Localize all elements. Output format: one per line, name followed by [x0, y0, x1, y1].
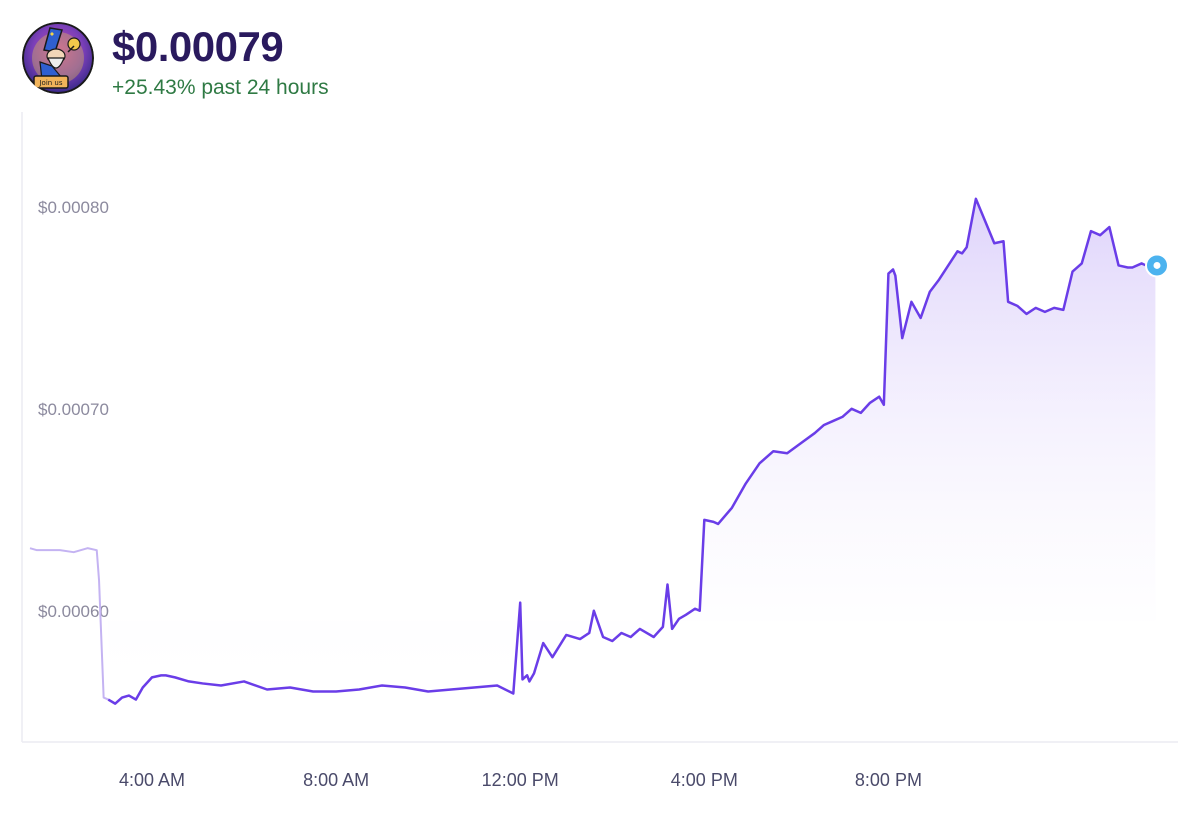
wizard-avatar-icon[interactable]: Join us [22, 22, 94, 94]
x-tick-label: 4:00 AM [119, 770, 185, 790]
x-tick-label: 12:00 PM [482, 770, 559, 790]
price-line-faded [29, 547, 109, 701]
y-tick-label: $0.00070 [38, 400, 109, 419]
x-tick-label: 8:00 PM [855, 770, 922, 790]
svg-text:Join us: Join us [38, 79, 62, 87]
x-tick-label: 8:00 AM [303, 770, 369, 790]
token-header: Join us $0.00079 +25.43% past 24 hours [22, 22, 329, 102]
y-tick-label: $0.00080 [38, 198, 109, 217]
current-price: $0.00079 [112, 23, 284, 70]
current-price-marker[interactable] [1145, 253, 1169, 278]
price-block: $0.00079 +25.43% past 24 hours [112, 24, 329, 100]
price-change-24h: +25.43% past 24 hours [112, 76, 329, 99]
y-tick-label: $0.00060 [38, 602, 109, 621]
price-line [107, 197, 1156, 705]
x-tick-label: 4:00 PM [671, 770, 738, 790]
price-area-fill [108, 198, 1156, 704]
